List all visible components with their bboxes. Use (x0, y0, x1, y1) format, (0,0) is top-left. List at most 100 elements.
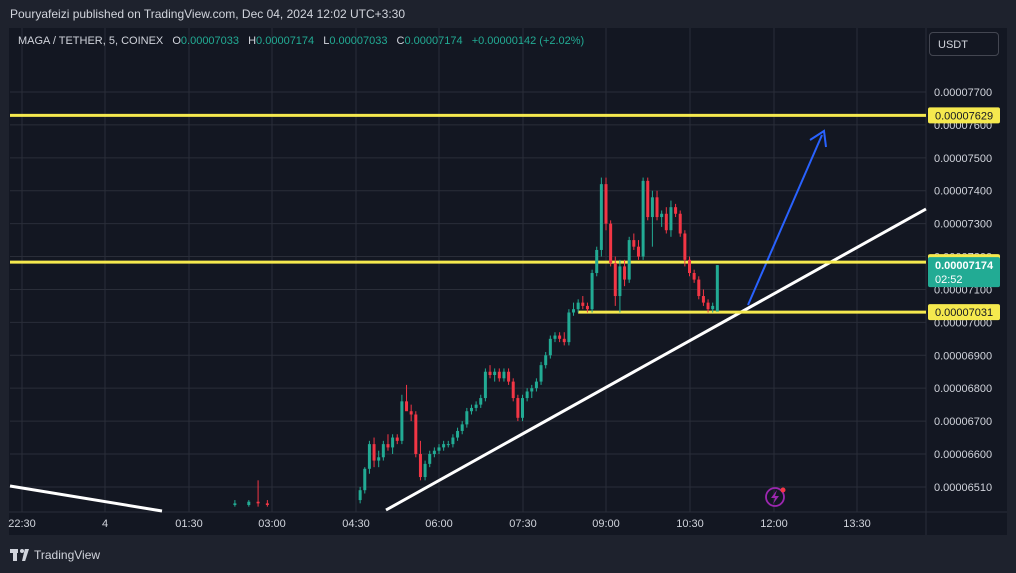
candle-body (358, 490, 362, 501)
candle-body (613, 263, 617, 297)
y-tick-label: 0.00007500 (934, 153, 992, 165)
candle-body (548, 338, 552, 356)
x-tick-label: 13:30 (843, 518, 871, 530)
candle-body (646, 180, 650, 218)
tradingview-logo-icon (10, 549, 30, 561)
trend-lines (9, 129, 927, 513)
low-value: 0.00007033 (329, 35, 388, 47)
candle-body (488, 371, 492, 376)
price-axis: 0.000077000.000076000.000075000.00007400… (934, 87, 992, 494)
candle-body (502, 371, 506, 379)
candle-body (418, 454, 422, 478)
candle-body (715, 265, 719, 312)
candle-body (581, 302, 585, 306)
change-value: +0.00000142 (+2.02%) (471, 35, 585, 47)
candle-body (423, 463, 427, 478)
candle-body (590, 273, 594, 310)
uptrend-line (385, 207, 927, 512)
candle-body (562, 338, 566, 343)
candle-body (636, 246, 640, 257)
x-tick-label: 03:00 (258, 518, 286, 530)
footer-brand-label: TradingView (34, 548, 101, 562)
candle-body (395, 437, 399, 441)
candle-body (660, 213, 664, 218)
candle-body (669, 207, 673, 231)
candle-body (391, 437, 395, 448)
candle-body (604, 184, 608, 224)
candle-body (256, 501, 260, 504)
candle-body (664, 213, 668, 231)
candle-body (400, 401, 404, 441)
candle-body (553, 335, 557, 339)
projection-arrow (747, 134, 823, 306)
chart-panel[interactable] (9, 28, 1007, 535)
candle-body (493, 371, 497, 376)
candle-body (233, 503, 237, 506)
candle-body (265, 503, 269, 506)
y-tick-label: 0.00007000 (934, 317, 992, 329)
projection-arrow-head (809, 129, 827, 148)
candle-body (363, 468, 367, 491)
x-tick-label: 01:30 (175, 518, 203, 530)
countdown-label: 02:52 (935, 274, 963, 286)
candle-body (674, 207, 678, 214)
candle-body (465, 411, 469, 425)
x-tick-label: 04:30 (342, 518, 370, 530)
candle-body (623, 266, 627, 280)
symbol-info-bar[interactable]: MAGA / TETHER, 5, COINEX O0.00007033 H0.… (18, 35, 590, 47)
candle-body (544, 355, 548, 366)
x-tick-label: 10:30 (676, 518, 704, 530)
y-tick-label: 0.00006800 (934, 383, 992, 395)
candle-body (405, 401, 409, 412)
last-price-tag (928, 257, 1000, 288)
candle-body (585, 305, 589, 310)
horizontal-levels (10, 113, 926, 314)
candle-body (655, 197, 659, 218)
candle-body (539, 365, 543, 382)
x-tick-label: 09:00 (592, 518, 620, 530)
candle-body (432, 450, 436, 454)
footer-brand[interactable]: TradingView (10, 548, 100, 562)
level-price-tag (928, 107, 1000, 124)
candle-body (688, 259, 691, 273)
candle-body (460, 424, 464, 431)
candle-body (479, 398, 483, 405)
open-value: 0.00007033 (180, 35, 240, 47)
y-tick-label: 0.00006510 (934, 482, 992, 494)
candle-body (618, 266, 622, 297)
candle-body (558, 335, 562, 339)
lightning-icon[interactable] (765, 487, 786, 507)
y-tick-label: 0.00007100 (934, 284, 992, 296)
candle-body (516, 398, 520, 418)
candle-body (701, 296, 705, 303)
candle-body (534, 381, 538, 389)
candle-body (678, 213, 682, 234)
candle-body (511, 381, 515, 399)
candle-body (497, 371, 501, 379)
level-price-label: 0.00007031 (935, 307, 993, 319)
candle-body (247, 501, 251, 506)
candle-body (446, 444, 450, 446)
candle-body (381, 444, 385, 458)
candle-body (507, 371, 511, 382)
open-label: O (172, 35, 181, 47)
candle-body (469, 407, 473, 412)
symbol-label[interactable]: MAGA / TETHER, 5, COINEX (18, 35, 164, 47)
x-tick-label: 4 (102, 518, 108, 530)
chart-grid (9, 28, 1007, 535)
currency-button[interactable]: USDT (929, 32, 999, 56)
candle-body (697, 279, 701, 297)
candle-body (627, 240, 631, 280)
candle-body (595, 249, 599, 273)
candle-body (692, 273, 696, 280)
candle-body (609, 223, 613, 264)
downtrend-line (9, 484, 163, 513)
close-label: C (396, 35, 405, 47)
x-tick-label: 07:30 (509, 518, 537, 530)
candle-body (377, 457, 381, 461)
candle-body (474, 404, 478, 408)
y-tick-label: 0.00007300 (934, 219, 992, 231)
candle-body (409, 411, 413, 415)
x-tick-label: 22:30 (8, 518, 36, 530)
